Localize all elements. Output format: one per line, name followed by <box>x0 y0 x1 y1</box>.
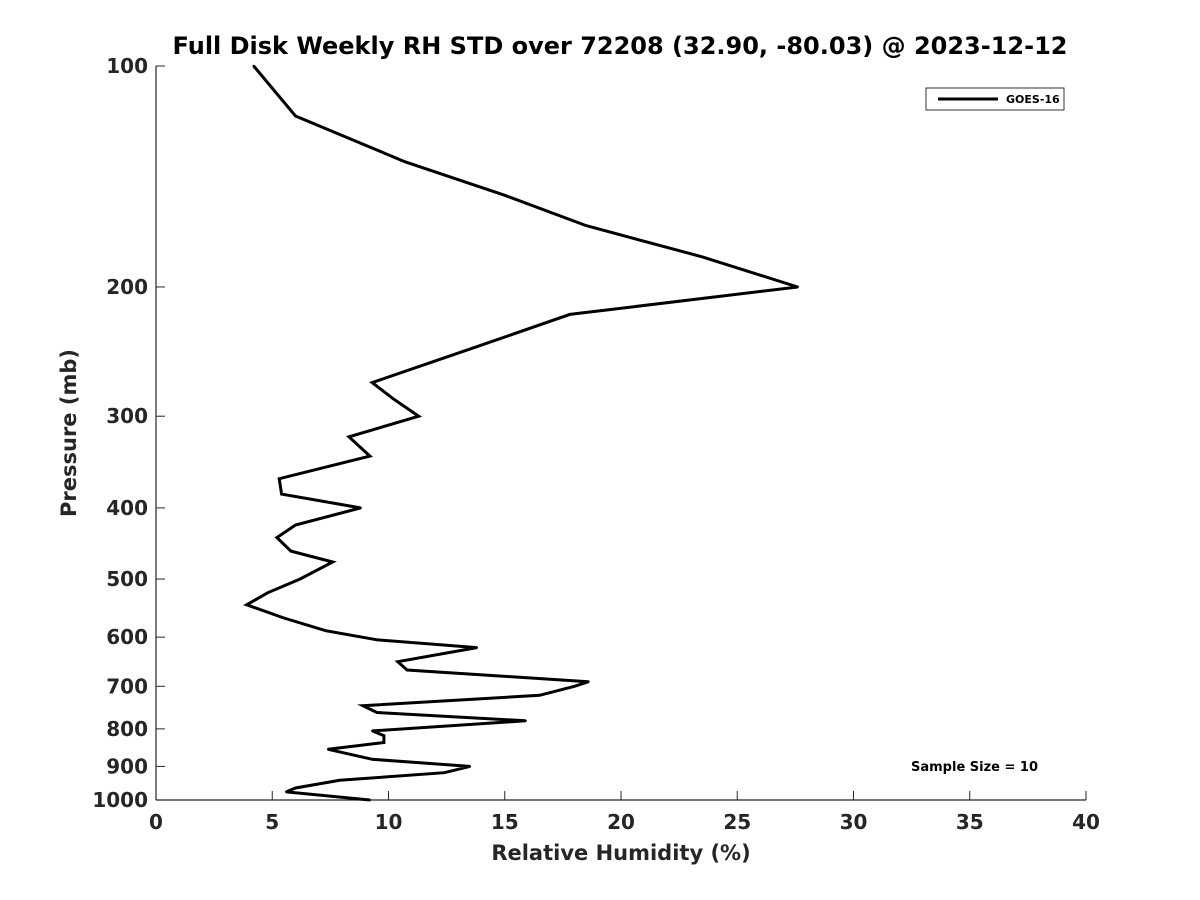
x-tick-label: 20 <box>607 810 635 834</box>
data-point <box>375 638 379 641</box>
data-point <box>568 313 572 316</box>
data-point <box>347 435 351 438</box>
y-tick-label: 200 <box>106 275 148 299</box>
data-point <box>252 64 255 68</box>
plot-area <box>155 66 1086 801</box>
data-point <box>280 492 283 496</box>
y-axis-title: Pressure (mb) <box>57 349 81 517</box>
y-tick-label: 100 <box>106 54 148 78</box>
y-tick-label: 600 <box>106 625 148 649</box>
data-point <box>443 771 446 774</box>
x-tick-label: 5 <box>265 810 279 834</box>
data-point <box>368 798 372 802</box>
x-tick-label: 40 <box>1072 810 1100 834</box>
x-tick-label: 35 <box>956 810 984 834</box>
y-tick-label: 800 <box>106 717 148 741</box>
data-point <box>405 668 409 672</box>
data-point <box>403 160 406 163</box>
data-point <box>285 790 288 794</box>
data-point <box>480 343 483 347</box>
data-point <box>298 577 302 581</box>
data-point <box>326 748 330 751</box>
data-point <box>396 660 399 663</box>
data-point <box>468 765 472 768</box>
data-point <box>275 536 279 539</box>
series-group <box>243 64 799 802</box>
x-tick-label: 25 <box>723 810 751 834</box>
data-point <box>503 194 506 197</box>
y-axis-ticks: 100 200 300 400 500 600 700 800 900 1000 <box>92 54 165 812</box>
x-tick-label: 0 <box>149 810 163 834</box>
data-point <box>324 629 327 632</box>
y-tick-label: 900 <box>106 754 148 778</box>
sample-size-annotation: Sample Size = 10 <box>911 760 1038 775</box>
data-point <box>371 729 374 733</box>
data-point <box>266 591 269 594</box>
x-tick-label: 15 <box>491 810 519 834</box>
y-tick-label: 700 <box>106 674 148 698</box>
legend: GOES-16 <box>925 87 1065 111</box>
data-point <box>294 523 297 527</box>
x-axis-title: Relative Humidity (%) <box>491 841 750 865</box>
data-point <box>701 255 704 259</box>
data-point <box>361 704 365 707</box>
data-point <box>359 506 362 510</box>
data-point <box>475 646 479 649</box>
data-point <box>294 114 297 118</box>
legend-label-goes-16: GOES-16 <box>1006 93 1060 106</box>
data-point <box>382 741 386 744</box>
y-tick-label: 300 <box>106 404 148 428</box>
data-point <box>278 477 281 480</box>
x-tick-label: 10 <box>375 810 403 834</box>
data-point <box>524 719 527 722</box>
data-point <box>371 758 374 761</box>
y-tick-label: 400 <box>106 496 148 520</box>
data-point <box>584 224 588 227</box>
data-point <box>587 680 590 683</box>
data-point <box>331 560 334 564</box>
series-line-goes-16 <box>243 65 799 802</box>
x-axis-ticks: 0 5 10 15 20 25 30 35 40 <box>149 791 1100 834</box>
y-tick-label: 1000 <box>92 788 148 812</box>
data-point <box>382 734 386 737</box>
data-point <box>245 603 248 606</box>
data-point <box>538 694 541 697</box>
data-point <box>294 786 297 790</box>
data-point <box>368 454 372 458</box>
data-point <box>573 685 576 688</box>
data-point <box>417 415 420 418</box>
data-point <box>282 616 286 620</box>
data-point <box>796 285 799 289</box>
data-point <box>289 549 293 553</box>
y-tick-label: 500 <box>106 567 148 591</box>
data-point <box>391 397 395 400</box>
x-tick-label: 30 <box>840 810 868 834</box>
data-point <box>338 779 341 782</box>
chart-title: Full Disk Weekly RH STD over 72208 (32.9… <box>173 32 1068 60</box>
data-point <box>375 711 379 714</box>
data-point <box>371 381 374 384</box>
